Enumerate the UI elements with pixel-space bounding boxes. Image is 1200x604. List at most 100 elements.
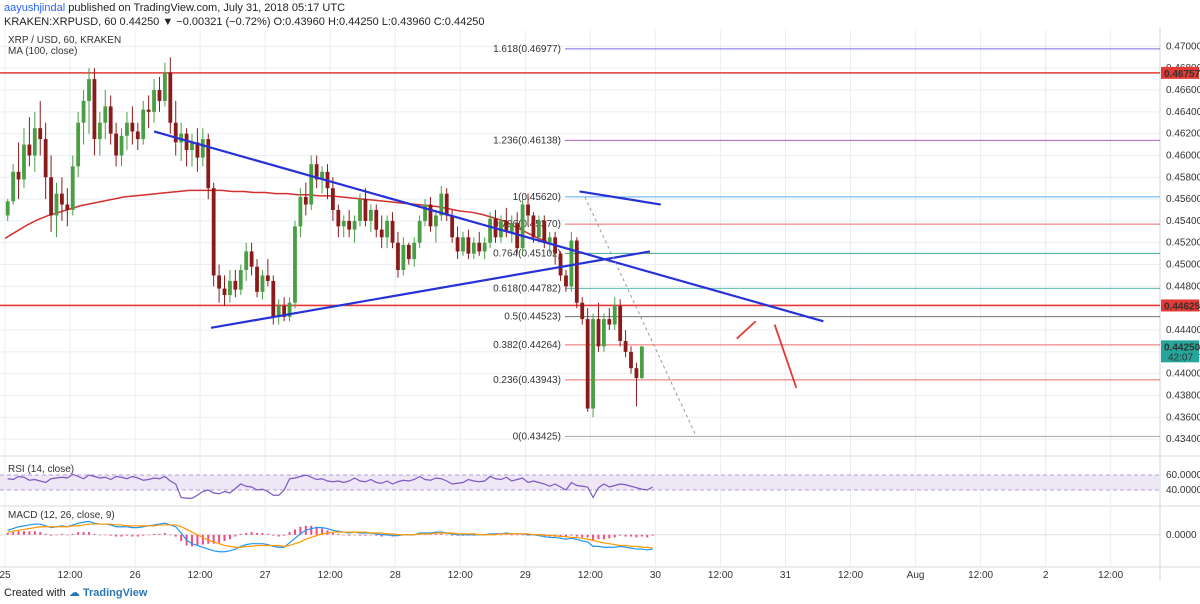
macd-histogram-bar xyxy=(288,532,291,535)
candle-up xyxy=(482,242,487,252)
candle-up xyxy=(11,171,16,202)
macd-histogram-bar xyxy=(131,534,134,537)
macd-histogram-bar xyxy=(142,534,145,536)
candle-up xyxy=(569,240,574,287)
publish-info: published on TradingView.com, July 31, 2… xyxy=(68,2,346,14)
candle-up xyxy=(260,275,265,292)
y-tick-label: 0.43400 xyxy=(1166,434,1200,445)
macd-histogram-bar xyxy=(163,532,166,535)
macd-histogram-bar xyxy=(153,533,156,535)
candle-up xyxy=(547,237,552,243)
candle-down xyxy=(16,171,21,180)
macd-histogram-bar xyxy=(50,534,53,536)
y-tick-label: 0.43800 xyxy=(1166,390,1200,401)
macd-histogram-bar xyxy=(331,532,334,535)
candle-up xyxy=(612,306,617,325)
x-tick-label: 12:00 xyxy=(578,570,603,581)
price-badge xyxy=(1161,66,1199,79)
candle-down xyxy=(60,193,64,205)
macd-histogram-bar xyxy=(315,526,318,535)
candle-up xyxy=(81,100,86,123)
projection-arrow xyxy=(773,324,798,389)
candle-down xyxy=(607,319,612,325)
candle-down xyxy=(390,220,395,243)
candle-up xyxy=(401,244,406,270)
macd-histogram-bar xyxy=(82,532,85,535)
candle-down xyxy=(314,164,319,180)
author-link[interactable]: aayushjindal xyxy=(4,2,66,14)
candle-down xyxy=(130,122,135,132)
rsi-line xyxy=(7,473,653,499)
candle-up xyxy=(244,251,249,270)
macd-histogram-bar xyxy=(28,531,31,535)
candle-down xyxy=(271,280,276,317)
tradingview-brand[interactable]: TradingView xyxy=(82,587,148,599)
macd-histogram-bar xyxy=(451,534,454,536)
candle-down xyxy=(363,199,368,221)
candle-down xyxy=(92,79,97,140)
macd-histogram-bar xyxy=(543,534,546,537)
macd-histogram-bar xyxy=(104,534,107,536)
x-tick-label: 28 xyxy=(390,570,402,581)
macd-histogram-bar xyxy=(640,534,643,537)
macd-histogram-bar xyxy=(613,534,616,538)
x-tick-label: 12:00 xyxy=(968,570,993,581)
macd-histogram-bar xyxy=(190,534,193,547)
macd-histogram-bar xyxy=(337,533,340,535)
candle-down xyxy=(222,288,227,296)
macd-histogram-bar xyxy=(125,534,128,536)
candle-up xyxy=(5,201,10,216)
macd-histogram-bar xyxy=(17,531,20,535)
macd-histogram-bar xyxy=(223,534,226,542)
candle-down xyxy=(108,106,113,134)
y-tick-label: 0.46000 xyxy=(1166,150,1200,161)
candle-down xyxy=(444,193,449,216)
candle-down xyxy=(157,90,162,101)
macd-histogram-bar xyxy=(445,534,448,536)
macd-histogram-bar xyxy=(521,534,524,536)
candle-down xyxy=(580,302,585,320)
candle-down xyxy=(466,237,471,254)
macd-histogram-bar xyxy=(516,534,519,536)
candle-up xyxy=(276,306,281,317)
macd-histogram-bar xyxy=(592,534,595,542)
y-tick-label: 0.45800 xyxy=(1166,172,1200,183)
x-tick-label: 30 xyxy=(650,570,662,581)
macd-histogram-bar xyxy=(228,534,231,540)
y-tick-label: 0.47000 xyxy=(1166,41,1200,52)
candle-down xyxy=(379,229,384,238)
candle-up xyxy=(341,220,346,227)
symbol-quote-line: KRAKEN:XRPUSD, 60 0.44250 ▼ −0.00321 (−0… xyxy=(4,16,485,28)
x-tick-label: 12:00 xyxy=(58,570,83,581)
macd-histogram-bar xyxy=(256,532,259,535)
macd-histogram-bar xyxy=(624,534,627,537)
macd-histogram-bar xyxy=(353,534,356,536)
macd-histogram-bar xyxy=(207,534,210,544)
price-badge xyxy=(1161,340,1199,363)
candle-up xyxy=(412,242,417,260)
candle-up xyxy=(639,346,644,378)
fib-level-label: 0.786(0.45370) xyxy=(493,219,561,230)
fib-level-label: 0(0.43425) xyxy=(513,431,561,442)
candle-up xyxy=(536,220,541,238)
macd-histogram-bar xyxy=(109,534,112,536)
ma100-line xyxy=(4,189,548,243)
y-tick-label: 0.44800 xyxy=(1166,281,1200,292)
candle-up xyxy=(228,280,232,296)
macd-histogram-bar xyxy=(440,533,443,535)
created-with-label: Created with xyxy=(4,587,66,599)
macd-histogram-bar xyxy=(12,532,15,535)
fib-level-label: 1.618(0.46977) xyxy=(493,44,561,55)
candle-up xyxy=(433,215,438,227)
candle-up xyxy=(22,144,26,180)
candle-up xyxy=(238,270,243,290)
macd-histogram-bar xyxy=(277,534,280,537)
y-tick-label: 0.46200 xyxy=(1166,129,1200,140)
candle-down xyxy=(558,253,563,276)
candle-down xyxy=(135,131,140,140)
x-tick-label: 31 xyxy=(780,570,792,581)
candle-up xyxy=(591,319,595,409)
candle-up xyxy=(125,122,129,136)
y-tick-label: 0.44000 xyxy=(1166,369,1200,380)
